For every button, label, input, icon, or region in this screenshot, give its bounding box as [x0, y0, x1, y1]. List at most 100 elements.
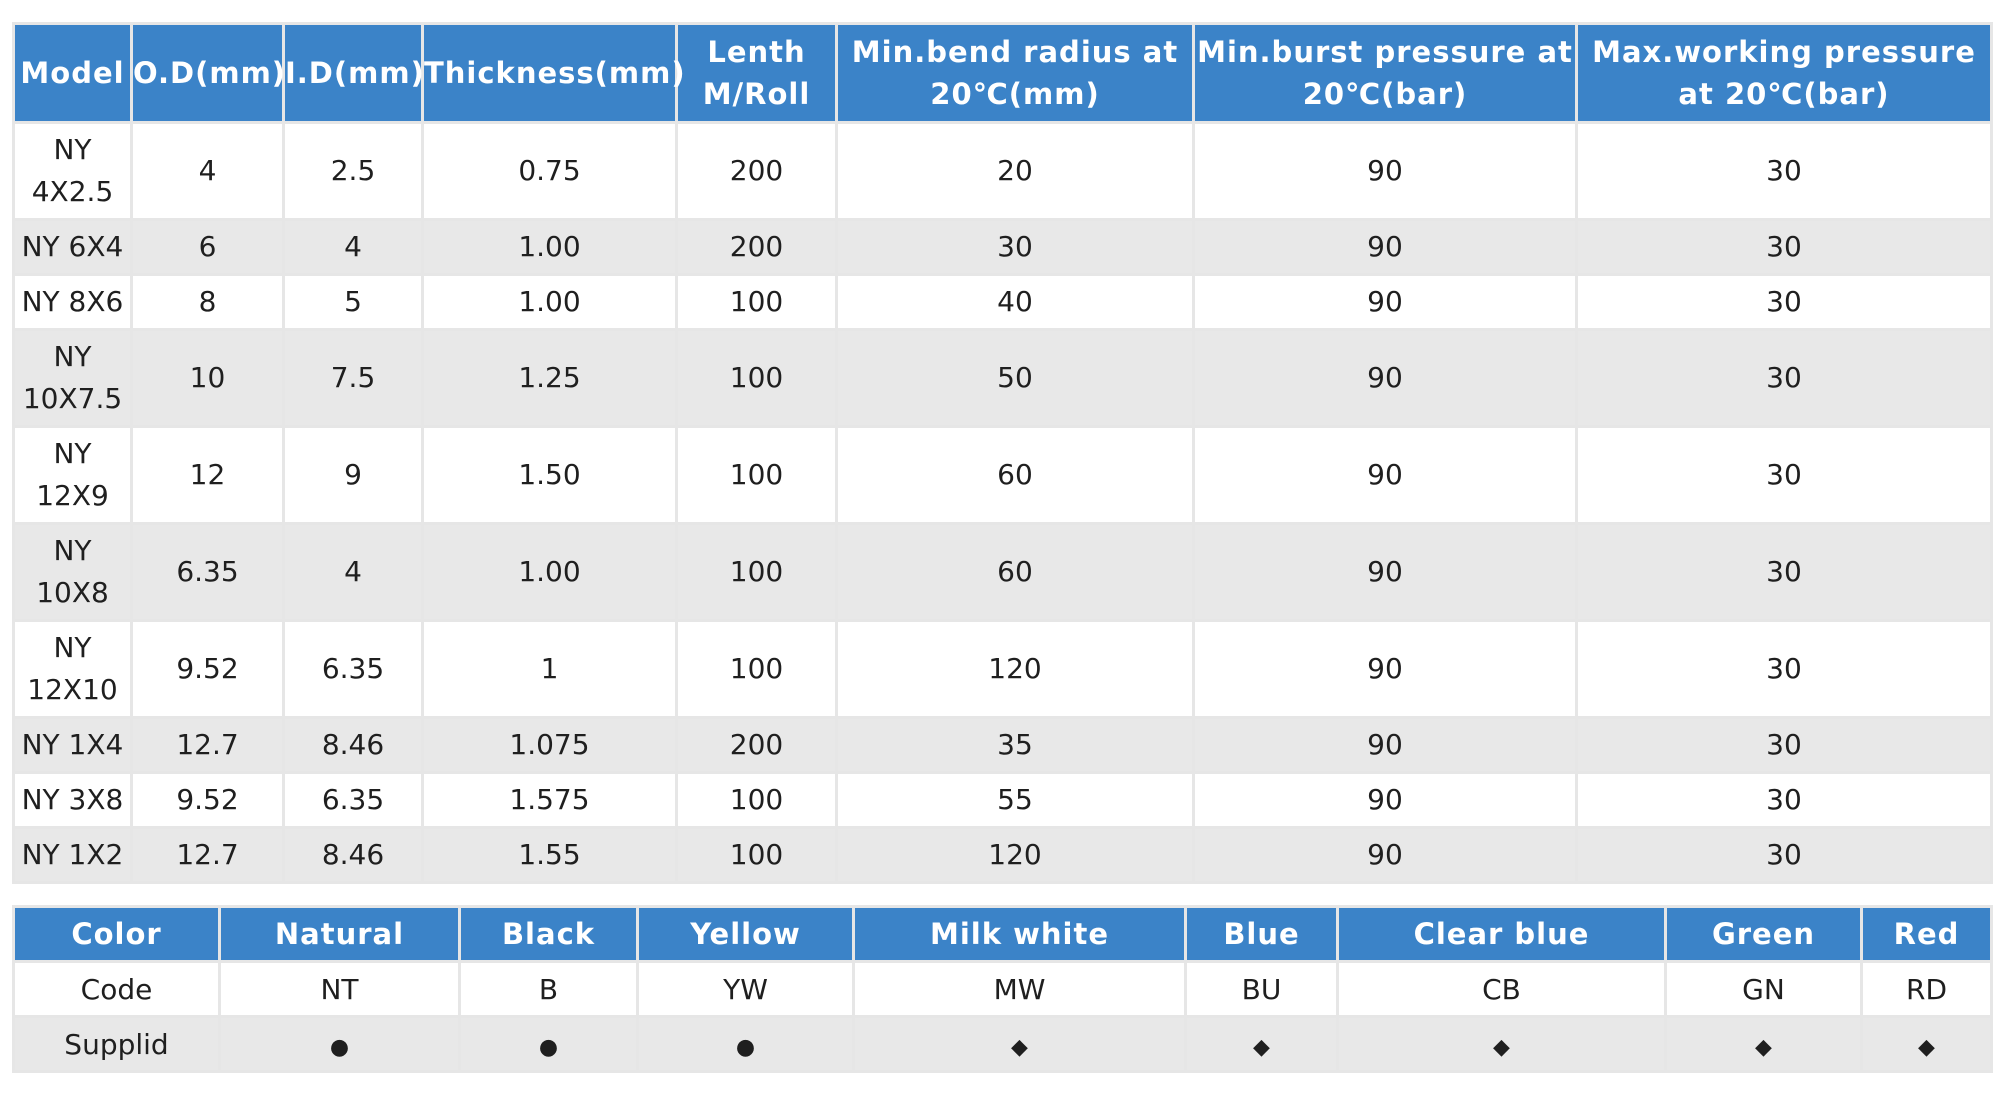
length-cell: 100: [675, 619, 838, 719]
code-cell: YW: [636, 960, 855, 1018]
bend-radius-cell: 60: [835, 425, 1195, 525]
table-row: NY 10X8 6.35 4 1.00 100 60 90 30: [12, 522, 1993, 622]
burst-pressure-cell: 90: [1192, 716, 1578, 774]
table-row: NY 6X4 6 4 1.00 200 30 90 30: [12, 218, 1993, 276]
thickness-cell: 1.575: [421, 771, 678, 829]
thickness-cell: 1: [421, 619, 678, 719]
color-green: Green: [1664, 905, 1863, 963]
code-cell: RD: [1860, 960, 1993, 1018]
burst-pressure-cell: 90: [1192, 218, 1578, 276]
working-pressure-cell: 30: [1575, 425, 1993, 525]
table-row: NY 10X7.5 10 7.5 1.25 100 50 90 30: [12, 328, 1993, 428]
id-cell: 6.35: [282, 771, 424, 829]
burst-pressure-cell: 90: [1192, 328, 1578, 428]
header-burst-pressure: Min.burst pressure at 20℃(bar): [1192, 22, 1578, 124]
length-cell: 100: [675, 328, 838, 428]
color-red: Red: [1860, 905, 1993, 963]
od-cell: 6.35: [130, 522, 285, 622]
specification-table: Model O.D(mm) I.D(mm) Thickness(mm) Lent…: [12, 22, 1993, 884]
model-cell: NY 10X7.5: [12, 328, 133, 428]
working-pressure-cell: 30: [1575, 619, 1993, 719]
code-cell: BU: [1184, 960, 1339, 1018]
length-cell: 100: [675, 273, 838, 331]
color-yellow: Yellow: [636, 905, 855, 963]
length-cell: 100: [675, 771, 838, 829]
burst-pressure-cell: 90: [1192, 273, 1578, 331]
working-pressure-cell: 30: [1575, 826, 1993, 884]
model-cell: NY 4X2.5: [12, 121, 133, 221]
color-header-label: Color: [12, 905, 221, 963]
bend-radius-cell: 30: [835, 218, 1195, 276]
supplied-row: Supplid ● ● ● ◆ ◆ ◆ ◆ ◆: [12, 1015, 1993, 1073]
table-row: NY 1X4 12.7 8.46 1.075 200 35 90 30: [12, 716, 1993, 774]
code-cell: B: [458, 960, 639, 1018]
color-clear-blue: Clear blue: [1336, 905, 1667, 963]
header-bend-radius: Min.bend radius at 20℃(mm): [835, 22, 1195, 124]
supplied-cell: ◆: [852, 1015, 1187, 1073]
color-natural: Natural: [218, 905, 461, 963]
od-cell: 4: [130, 121, 285, 221]
color-milk-white: Milk white: [852, 905, 1187, 963]
diamond-icon: ◆: [1755, 1034, 1772, 1060]
supplied-cell: ●: [458, 1015, 639, 1073]
thickness-cell: 1.25: [421, 328, 678, 428]
thickness-cell: 1.00: [421, 522, 678, 622]
thickness-cell: 0.75: [421, 121, 678, 221]
burst-pressure-cell: 90: [1192, 619, 1578, 719]
id-cell: 6.35: [282, 619, 424, 719]
id-cell: 7.5: [282, 328, 424, 428]
thickness-cell: 1.50: [421, 425, 678, 525]
model-cell: NY 1X4: [12, 716, 133, 774]
thickness-cell: 1.00: [421, 218, 678, 276]
code-cell: MW: [852, 960, 1187, 1018]
header-working-pressure: Max.working pressure at 20℃(bar): [1575, 22, 1993, 124]
od-cell: 12.7: [130, 826, 285, 884]
diamond-icon: ◆: [1253, 1034, 1270, 1060]
od-cell: 12: [130, 425, 285, 525]
bend-radius-cell: 50: [835, 328, 1195, 428]
working-pressure-cell: 30: [1575, 273, 1993, 331]
od-cell: 6: [130, 218, 285, 276]
color-blue: Blue: [1184, 905, 1339, 963]
code-row: Code NT B YW MW BU CB GN RD: [12, 960, 1993, 1018]
code-cell: CB: [1336, 960, 1667, 1018]
dot-icon: ●: [329, 1034, 350, 1060]
table-row: NY 8X6 8 5 1.00 100 40 90 30: [12, 273, 1993, 331]
spec-header-row: Model O.D(mm) I.D(mm) Thickness(mm) Lent…: [12, 22, 1993, 124]
working-pressure-cell: 30: [1575, 121, 1993, 221]
working-pressure-cell: 30: [1575, 522, 1993, 622]
bend-radius-cell: 55: [835, 771, 1195, 829]
id-cell: 2.5: [282, 121, 424, 221]
od-cell: 9.52: [130, 771, 285, 829]
diamond-icon: ◆: [1918, 1034, 1935, 1060]
table-row: NY 12X9 12 9 1.50 100 60 90 30: [12, 425, 1993, 525]
length-cell: 100: [675, 826, 838, 884]
id-cell: 4: [282, 522, 424, 622]
dot-icon: ●: [735, 1034, 756, 1060]
color-header-row: Color Natural Black Yellow Milk white Bl…: [12, 905, 1993, 963]
bend-radius-cell: 120: [835, 826, 1195, 884]
dot-icon: ●: [538, 1034, 559, 1060]
bend-radius-cell: 20: [835, 121, 1195, 221]
working-pressure-cell: 30: [1575, 328, 1993, 428]
code-cell: NT: [218, 960, 461, 1018]
table-row: NY 4X2.5 4 2.5 0.75 200 20 90 30: [12, 121, 1993, 221]
header-thickness: Thickness(mm): [421, 22, 685, 124]
id-cell: 8.46: [282, 716, 424, 774]
thickness-cell: 1.00: [421, 273, 678, 331]
burst-pressure-cell: 90: [1192, 425, 1578, 525]
id-cell: 9: [282, 425, 424, 525]
model-cell: NY 8X6: [12, 273, 133, 331]
model-cell: NY 12X9: [12, 425, 133, 525]
working-pressure-cell: 30: [1575, 771, 1993, 829]
table-row: NY 12X10 9.52 6.35 1 100 120 90 30: [12, 619, 1993, 719]
table-row: NY 3X8 9.52 6.35 1.575 100 55 90 30: [12, 771, 1993, 829]
length-cell: 200: [675, 121, 838, 221]
color-code-table: Color Natural Black Yellow Milk white Bl…: [12, 905, 1993, 1073]
burst-pressure-cell: 90: [1192, 121, 1578, 221]
id-cell: 5: [282, 273, 424, 331]
supplied-cell: ◆: [1336, 1015, 1667, 1073]
model-cell: NY 3X8: [12, 771, 133, 829]
color-black: Black: [458, 905, 639, 963]
supplied-cell: ◆: [1184, 1015, 1339, 1073]
